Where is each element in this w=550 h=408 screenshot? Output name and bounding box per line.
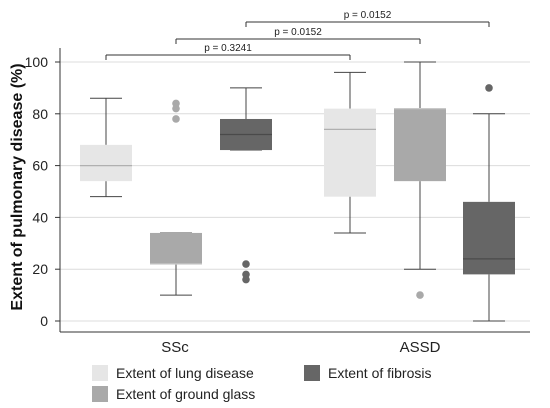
- y-tick-label-0: 0: [40, 313, 48, 329]
- x-tick-label-assd: ASSD: [400, 339, 441, 356]
- box-extent-of-lung-disease-assd: [324, 108, 376, 197]
- y-axis-title: Extent of pulmonary disease (%): [9, 63, 26, 310]
- outlier-extent-of-fibrosis-ssc-2: [242, 260, 250, 268]
- outlier-extent-of-fibrosis-ssc-1: [242, 270, 250, 279]
- y-tick-label-40: 40: [32, 209, 48, 225]
- outlier-extent-of-ground-glass-assd-0: [416, 291, 424, 299]
- axis-layer: 0 20 40 60 80 100 SSc ASSD: [25, 48, 530, 356]
- legend-item-lung-disease: Extent of lung disease: [92, 365, 254, 381]
- chart-legend: Extent of lung disease Extent of ground …: [88, 362, 488, 406]
- legend-item-ground-glass: Extent of ground glass: [92, 386, 255, 402]
- box-layer: [80, 61, 515, 322]
- legend-label-fibrosis: Extent of fibrosis: [328, 365, 432, 381]
- legend-swatch-lung-disease: [92, 365, 108, 381]
- y-tick-label-20: 20: [32, 261, 48, 277]
- y-tick-label-60: 60: [32, 158, 48, 174]
- comparison-1-label: p = 0.0152: [274, 27, 322, 38]
- legend-swatch-fibrosis: [304, 365, 320, 381]
- box-extent-of-lung-disease-ssc: [80, 144, 132, 182]
- y-tick-label-100: 100: [25, 54, 49, 70]
- legend-item-fibrosis: Extent of fibrosis: [304, 365, 432, 381]
- legend-label-ground-glass: Extent of ground glass: [116, 386, 256, 402]
- x-tick-label-ssc: SSc: [161, 339, 189, 356]
- box-extent-of-ground-glass-assd: [394, 108, 446, 182]
- y-tick-label-80: 80: [32, 106, 48, 122]
- outlier-extent-of-ground-glass-ssc-2: [172, 99, 180, 108]
- box-extent-of-ground-glass-ssc: [150, 232, 202, 265]
- legend-label-lung-disease: Extent of lung disease: [116, 365, 254, 381]
- comparison-0-label: p = 0.3241: [204, 43, 252, 54]
- grid-layer: [60, 61, 530, 322]
- outlier-extent-of-ground-glass-ssc-0: [172, 115, 180, 123]
- comparison-brackets: p = 0.3241 p = 0.0152 p = 0.0152: [105, 10, 490, 60]
- box-extent-of-fibrosis-assd: [463, 201, 515, 275]
- legend-swatch-ground-glass: [92, 386, 108, 402]
- comparison-2-label: p = 0.0152: [344, 10, 392, 21]
- outlier-extent-of-fibrosis-assd-0: [485, 84, 493, 92]
